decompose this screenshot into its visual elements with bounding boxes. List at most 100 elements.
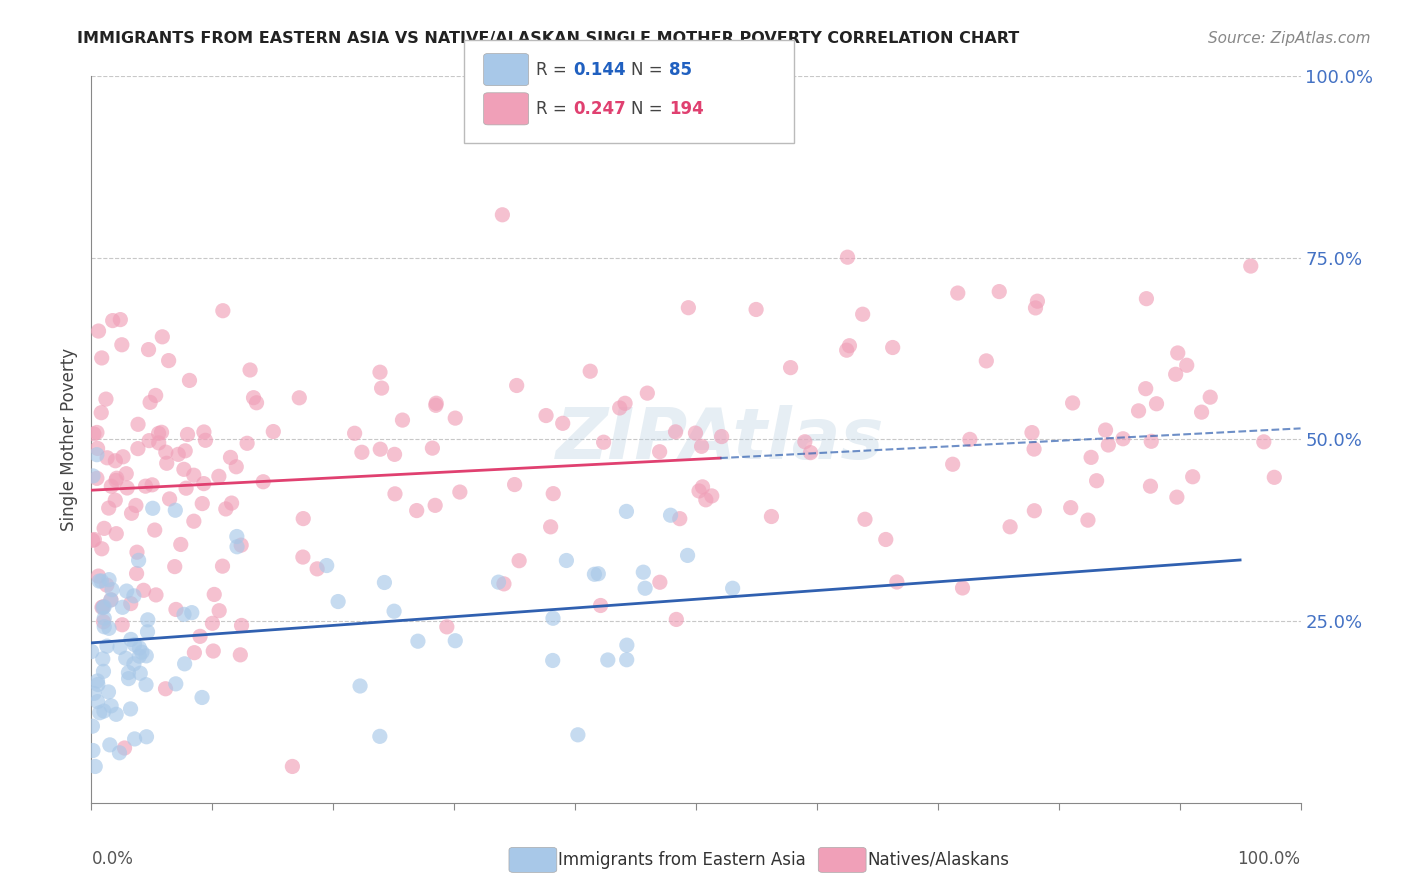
Point [142, 501, 165, 516]
Point [111, 617, 134, 632]
Point [141, 478, 163, 492]
Point [86, 442, 108, 456]
Point [1085, 474, 1108, 488]
Text: R =: R = [536, 61, 572, 78]
Point [690, 439, 713, 453]
Point [91, 652, 114, 666]
Point [114, 741, 136, 756]
Point [150, 330, 173, 344]
Point [193, 476, 215, 491]
Point [710, 429, 733, 443]
Point [614, 396, 637, 410]
Point [326, 594, 349, 608]
Point [110, 312, 132, 326]
Point [173, 607, 195, 622]
Point [1135, 292, 1157, 306]
Point [117, 665, 139, 680]
Point [436, 620, 458, 634]
Point [124, 638, 146, 652]
Point [93, 665, 115, 679]
Point [852, 307, 875, 321]
Point [115, 481, 138, 495]
Point [541, 611, 564, 625]
Point [588, 566, 610, 581]
Point [191, 690, 214, 705]
Point [225, 459, 247, 474]
Point [211, 559, 233, 574]
Point [96, 578, 118, 592]
Point [616, 653, 638, 667]
Point [1097, 438, 1119, 452]
Point [1140, 434, 1163, 449]
Point [540, 520, 562, 534]
Point [125, 499, 148, 513]
Point [589, 599, 612, 613]
Point [111, 600, 134, 615]
Point [173, 462, 195, 476]
Point [343, 426, 366, 441]
Text: Immigrants from Eastern Asia: Immigrants from Eastern Asia [558, 851, 806, 869]
Point [87, 569, 110, 583]
Text: 100.0%: 100.0% [1237, 850, 1301, 868]
Point [793, 434, 815, 449]
Text: N =: N = [631, 100, 668, 118]
Point [1139, 479, 1161, 493]
Point [93, 599, 115, 614]
Point [165, 503, 187, 517]
Point [148, 435, 170, 450]
Point [616, 638, 638, 652]
Point [678, 301, 700, 315]
Point [1077, 513, 1099, 527]
Point [176, 427, 198, 442]
Point [163, 559, 186, 574]
Point [93, 611, 115, 625]
Point [634, 581, 657, 595]
Point [191, 497, 214, 511]
Point [1022, 442, 1045, 456]
Point [145, 388, 167, 402]
Point [349, 679, 371, 693]
Point [1080, 450, 1102, 465]
Point [1094, 423, 1116, 437]
Point [1175, 358, 1198, 372]
Point [155, 681, 177, 696]
Text: Natives/Alaskans: Natives/Alaskans [868, 851, 1010, 869]
Point [101, 582, 124, 597]
Point [98, 573, 121, 587]
Point [179, 373, 201, 387]
Point [555, 553, 578, 567]
Point [503, 477, 526, 491]
Point [91, 599, 114, 614]
Point [425, 396, 447, 410]
Point [668, 511, 690, 525]
Point [98, 738, 121, 752]
Point [422, 441, 444, 455]
Point [128, 649, 150, 664]
Point [942, 457, 965, 471]
Point [183, 468, 205, 483]
Point [676, 549, 699, 563]
Point [135, 730, 157, 744]
Point [150, 425, 173, 440]
Point [567, 728, 589, 742]
Point [1062, 396, 1084, 410]
Point [134, 479, 156, 493]
Point [225, 529, 247, 543]
Point [97, 501, 120, 516]
Point [84, 759, 107, 773]
Point [384, 447, 406, 461]
Point [124, 731, 146, 746]
Point [98, 621, 121, 635]
Point [136, 624, 159, 639]
Point [127, 417, 149, 432]
Point [167, 447, 190, 461]
Point [492, 577, 515, 591]
Point [292, 511, 315, 525]
Point [231, 618, 253, 632]
Point [173, 657, 195, 671]
Point [83, 533, 105, 547]
Point [143, 523, 166, 537]
Point [688, 483, 710, 498]
Point [86, 471, 108, 485]
Point [131, 645, 153, 659]
